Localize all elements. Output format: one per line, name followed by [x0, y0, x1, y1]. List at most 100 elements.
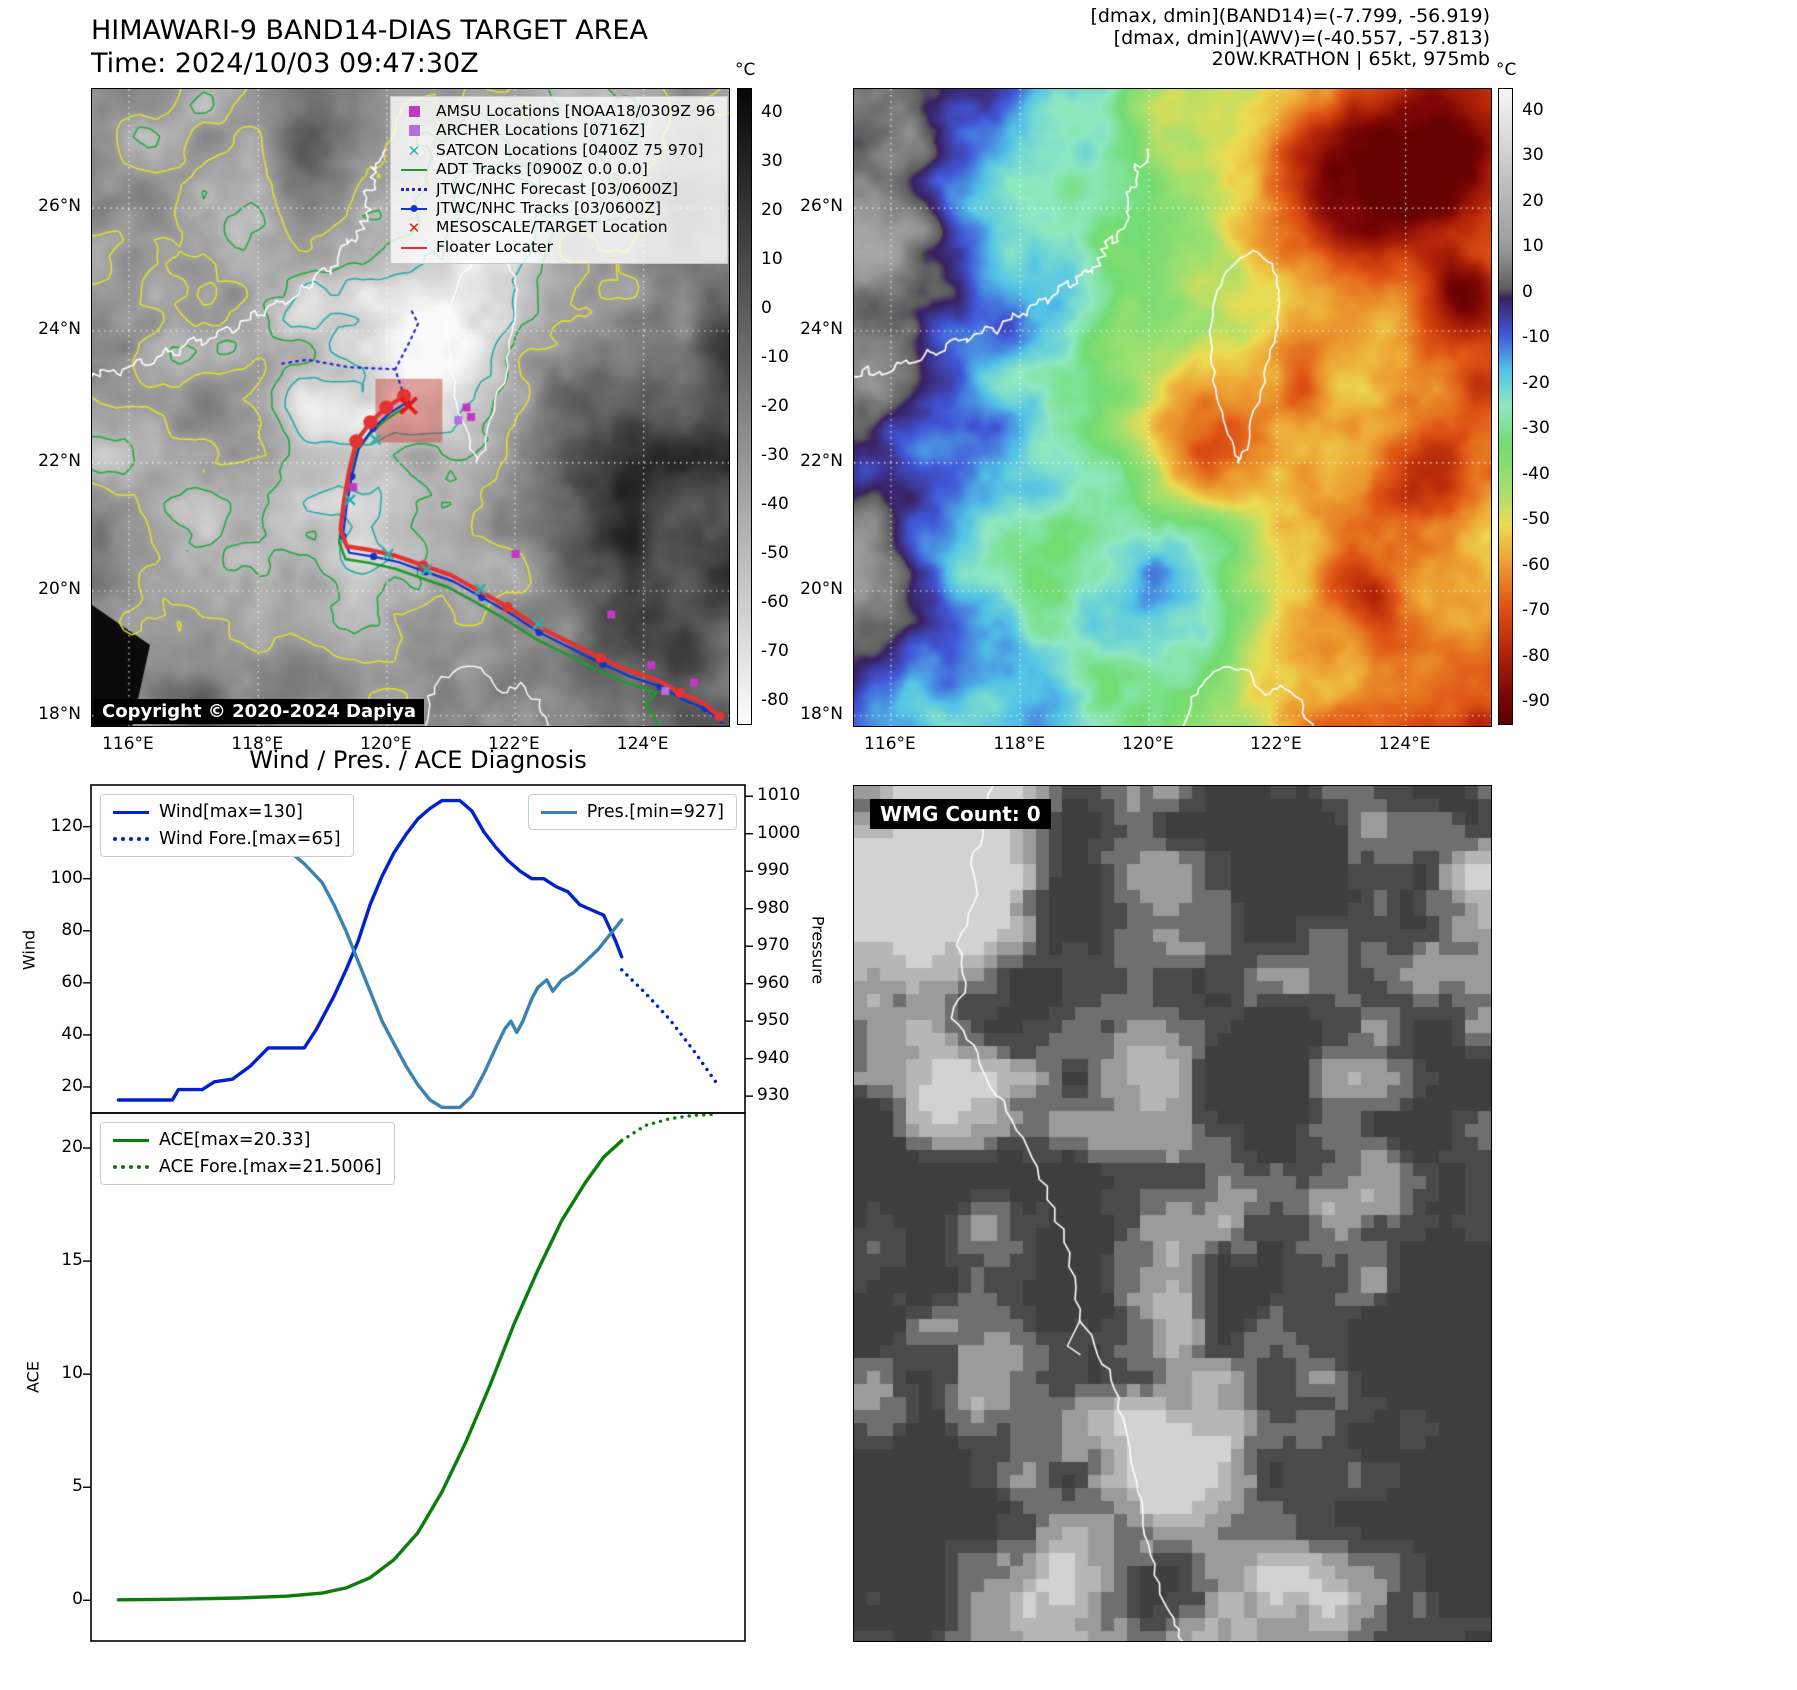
map-legend-item: ARCHER Locations [0716Z]: [399, 121, 719, 140]
lon-tick-label: 120°E: [360, 734, 412, 754]
y2-tick-label: 940: [757, 1047, 790, 1068]
wind-line-marker: [113, 810, 149, 814]
lat-tick-label: 24°N: [800, 319, 843, 340]
awv-map: [853, 88, 1492, 727]
map-legend-item: JTWC/NHC Tracks [03/0600Z]: [399, 199, 719, 218]
colorbar-tick-label: 40: [761, 101, 783, 122]
lat-tick-label: 26°N: [800, 196, 843, 217]
legend-item-pressure: Pres.[min=927]: [540, 802, 724, 822]
diagnosis-title: Wind / Pres. / ACE Diagnosis: [249, 746, 587, 774]
lon-tick-label: 124°E: [616, 734, 669, 754]
colorbar-tick-label: -30: [761, 444, 789, 465]
series-line: [116, 798, 624, 1102]
colorbar-tick-label: -30: [1522, 418, 1550, 439]
colorbar-tick-label: 30: [761, 150, 783, 171]
colorbar-tick-label: 20: [761, 199, 783, 220]
lat-tick-label: 22°N: [38, 450, 81, 471]
lat-tick-label: 20°N: [800, 578, 843, 599]
ace-forecast-legend-label: ACE Fore.[max=21.5006]: [159, 1157, 382, 1177]
map-legend-label: AMSU Locations [NOAA18/0309Z 96 953]: [436, 102, 719, 120]
line-marker: [399, 241, 429, 255]
y-tick-label: 40: [61, 1023, 83, 1044]
ace-forecast-marker: [113, 1165, 149, 1169]
colorbar-tick-label: -90: [1522, 691, 1550, 712]
map-legend-label: Floater Locater: [436, 237, 553, 256]
line-marker: [399, 163, 429, 177]
square-marker: [399, 124, 429, 138]
band14-map-legend: AMSU Locations [NOAA18/0309Z 96 953]ARCH…: [390, 96, 728, 265]
pressure-axis-label: Pressure: [808, 915, 828, 985]
colorbar-tick-label: -40: [761, 493, 789, 514]
map-legend-item: JTWC/NHC Forecast [03/0600Z]: [399, 180, 719, 199]
awv-satellite-canvas: [854, 89, 1491, 726]
colorbar-tick-label: -70: [1522, 600, 1550, 621]
lat-tick-label: 26°N: [38, 196, 81, 217]
wmg-count-badge: WMG Count: 0: [870, 799, 1051, 829]
wind-legend: Wind[max=130] Wind Fore.[max=65]: [100, 794, 354, 857]
colorbar-tick-label: -20: [1522, 372, 1550, 393]
colorbar-tick-label: 30: [1522, 145, 1544, 166]
y-tick-label: 60: [61, 971, 83, 992]
series-line: [620, 968, 720, 1087]
y2-tick-label: 1000: [757, 822, 801, 843]
lat-tick-label: 24°N: [38, 319, 81, 340]
map-legend-item: AMSU Locations [NOAA18/0309Z 96 953]: [399, 102, 719, 121]
wmg-canvas: [854, 786, 1491, 1641]
series-line: [620, 1112, 720, 1143]
lon-tick-label: 124°E: [1378, 734, 1431, 754]
y2-tick-label: 960: [757, 972, 790, 993]
map-legend-label: JTWC/NHC Tracks [03/0600Z]: [436, 199, 662, 218]
line-glyph: [401, 205, 427, 213]
lat-tick-label: 20°N: [38, 578, 81, 599]
ace-line-marker: [113, 1138, 149, 1142]
x-marker: ✕: [407, 219, 421, 238]
colorbar-tick-label: -10: [1522, 327, 1550, 348]
y2-tick-label: 990: [757, 860, 790, 881]
legend-item-wind: Wind[max=130]: [113, 802, 341, 822]
storm-id-intensity-label: 20W.KRATHON | 65kt, 975mb: [1211, 48, 1490, 70]
map-legend-item: ✕ MESOSCALE/TARGET Location: [399, 218, 719, 237]
y2-tick-label: 980: [757, 897, 790, 918]
ace-legend-label: ACE[max=20.33]: [159, 1130, 311, 1150]
awv-colorbar: [1498, 88, 1513, 725]
y2-tick-label: 970: [757, 935, 790, 956]
legend-item-ace: ACE[max=20.33]: [113, 1130, 382, 1150]
dot-glyph: [410, 205, 418, 213]
pressure-line-marker: [540, 810, 577, 814]
y-tick-label: 80: [61, 919, 83, 940]
map-legend-label: SATCON Locations [0400Z 75 970]: [436, 140, 704, 159]
y-tick-label: 20: [61, 1137, 83, 1158]
line-glyph: [401, 247, 427, 250]
y2-tick-label: 1010: [757, 785, 801, 806]
lon-tick-label: 118°E: [231, 734, 284, 754]
lon-tick-label: 116°E: [864, 734, 916, 754]
lon-tick-label: 118°E: [993, 734, 1046, 754]
line-dot-marker: [399, 202, 429, 216]
square-glyph: [408, 125, 420, 137]
ace-chart: [83, 1112, 746, 1642]
y-tick-label: 5: [72, 1476, 83, 1497]
wind-legend-label: Wind[max=130]: [159, 802, 303, 822]
line-glyph: [401, 169, 427, 172]
ace-legend: ACE[max=20.33] ACE Fore.[max=21.5006]: [100, 1122, 395, 1185]
storm-info-block: [dmax, dmin](BAND14)=(-7.799, -56.919) […: [1090, 5, 1490, 71]
square-glyph: [408, 105, 420, 117]
pressure-legend: Pres.[min=927]: [527, 794, 737, 830]
map-legend-label: ADT Tracks [0900Z 0.0 0.0]: [436, 160, 648, 179]
y-tick-label: 20: [61, 1075, 83, 1096]
lon-tick-label: 120°E: [1122, 734, 1174, 754]
map-legend-item: Floater Locater: [399, 238, 719, 257]
dotted-marker: [399, 182, 429, 196]
y-tick-label: 10: [61, 1363, 83, 1384]
chart-border: [90, 1112, 746, 1642]
colorbar-tick-label: 0: [1522, 281, 1533, 302]
square-marker: [399, 105, 429, 119]
wind-forecast-marker: [113, 837, 149, 841]
map-legend-label: ARCHER Locations [0716Z]: [436, 121, 646, 140]
dmax-dmin-band14-label: [dmax, dmin](BAND14)=(-7.799, -56.919): [1090, 5, 1490, 27]
colorbar-tick-label: -60: [761, 591, 789, 612]
colorbar-tick-label: -80: [761, 689, 789, 710]
colorbar-tick-label: -80: [1522, 645, 1550, 666]
band14-map: AMSU Locations [NOAA18/0309Z 96 953]ARCH…: [91, 88, 730, 727]
